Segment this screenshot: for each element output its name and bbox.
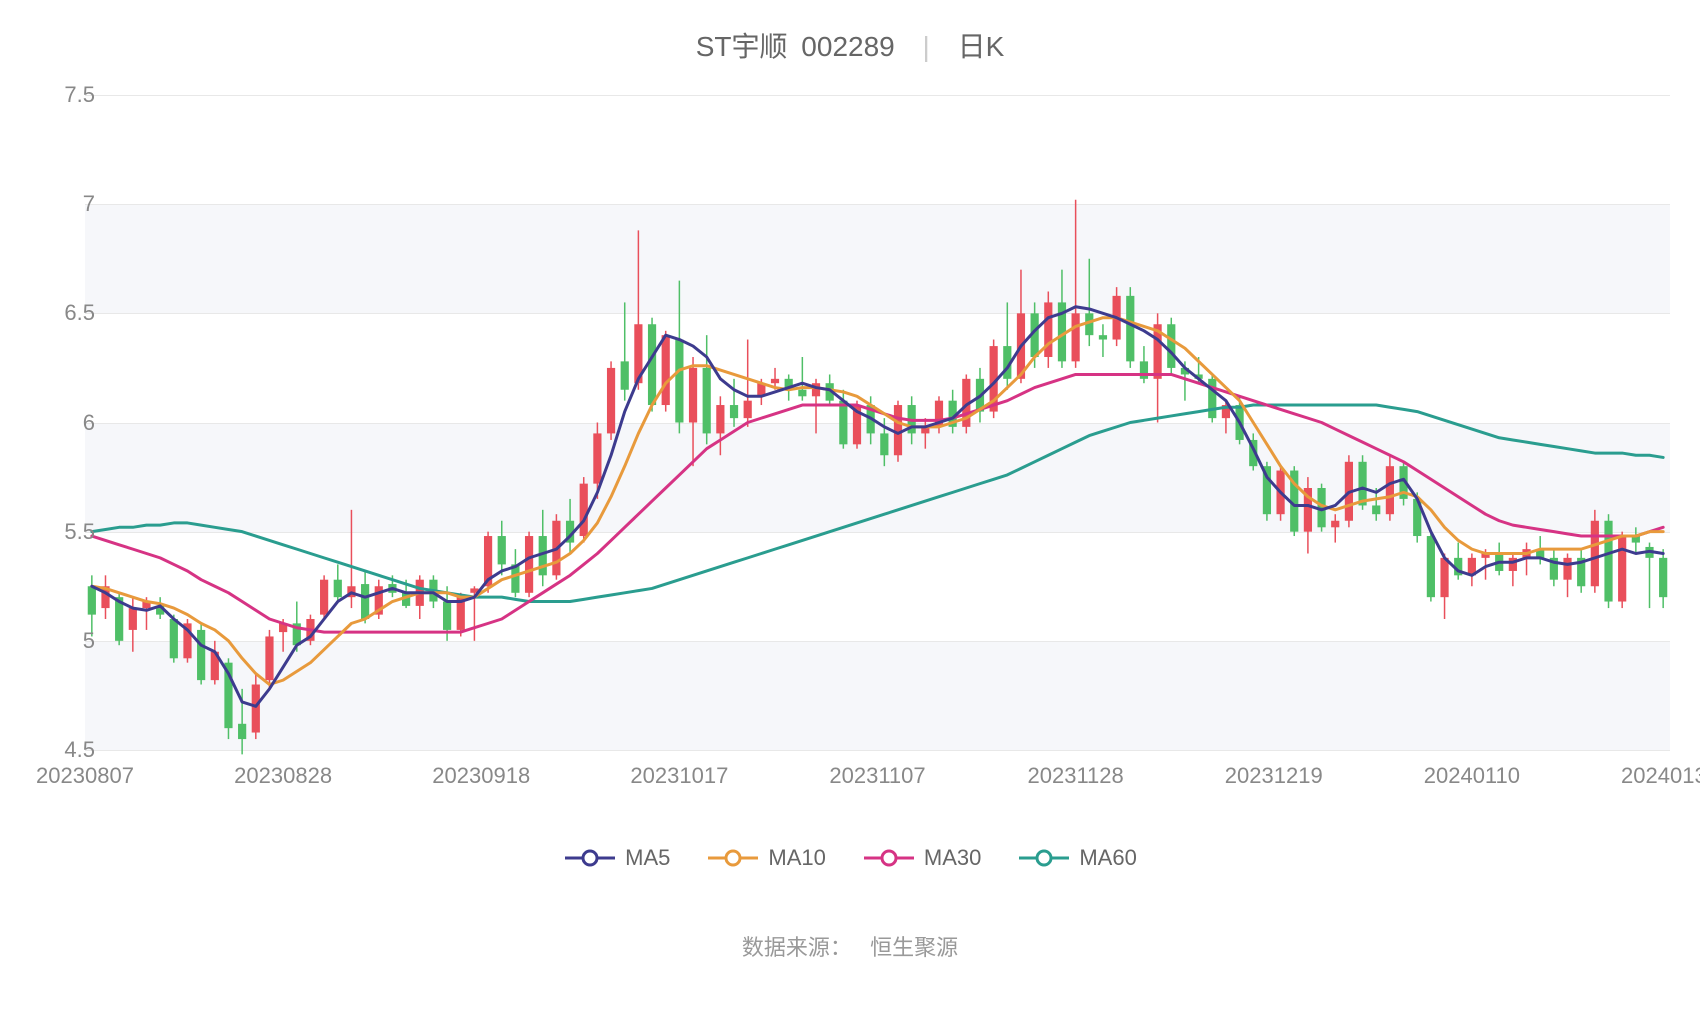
y-tick-label: 6 <box>83 410 95 436</box>
chart-legend: MA5 MA10 MA30 MA60 <box>0 845 1700 873</box>
legend-marker-icon <box>862 848 916 868</box>
title-separator: | <box>923 31 930 62</box>
legend-label: MA10 <box>768 845 825 871</box>
legend-item[interactable]: MA5 <box>563 845 670 871</box>
x-tick-label: 20231107 <box>829 763 925 789</box>
x-tick-label: 20240110 <box>1424 763 1520 789</box>
legend-marker-icon <box>563 848 617 868</box>
y-tick-label: 7 <box>83 191 95 217</box>
data-source: 数据来源： 恒生聚源 <box>0 930 1700 962</box>
legend-item[interactable]: MA60 <box>1017 845 1136 871</box>
legend-item[interactable]: MA30 <box>862 845 981 871</box>
x-tick-label: 20240130 <box>1621 763 1700 789</box>
stock-name: ST宇顺 <box>696 31 788 62</box>
chart-period: 日K <box>958 31 1005 62</box>
source-prefix: 数据来源： <box>742 935 852 960</box>
x-tick-label: 20230918 <box>432 763 530 789</box>
chart-svg <box>85 95 1670 750</box>
y-tick-label: 4.5 <box>64 737 95 763</box>
x-tick-label: 20231128 <box>1028 763 1124 789</box>
x-tick-label: 20230828 <box>234 763 332 789</box>
x-tick-label: 20231219 <box>1225 763 1323 789</box>
chart-plot-area <box>85 95 1670 750</box>
y-tick-label: 5.5 <box>64 519 95 545</box>
legend-label: MA5 <box>625 845 670 871</box>
x-tick-label: 20231017 <box>630 763 728 789</box>
stock-code: 002289 <box>801 31 894 62</box>
x-tick-label: 20230807 <box>36 763 134 789</box>
legend-item[interactable]: MA10 <box>706 845 825 871</box>
legend-label: MA60 <box>1079 845 1136 871</box>
y-tick-label: 7.5 <box>64 82 95 108</box>
source-name: 恒生聚源 <box>870 935 958 960</box>
chart-container: ST宇顺 002289 | 日K 4.5 5 5.5 6 6.5 7 7.5 2023080… <box>0 0 1700 1034</box>
legend-marker-icon <box>706 848 760 868</box>
legend-label: MA30 <box>924 845 981 871</box>
y-tick-label: 5 <box>83 628 95 654</box>
y-tick-label: 6.5 <box>64 300 95 326</box>
legend-marker-icon <box>1017 848 1071 868</box>
chart-title: ST宇顺 002289 | 日K <box>0 0 1700 65</box>
